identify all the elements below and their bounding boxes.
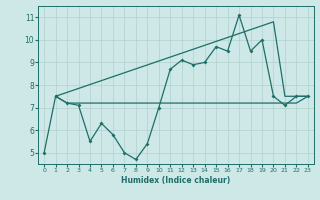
X-axis label: Humidex (Indice chaleur): Humidex (Indice chaleur) [121, 176, 231, 185]
